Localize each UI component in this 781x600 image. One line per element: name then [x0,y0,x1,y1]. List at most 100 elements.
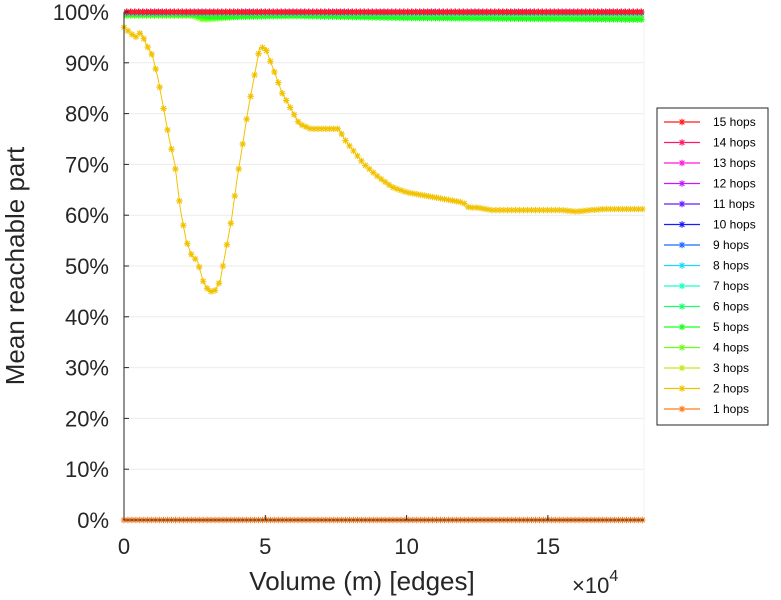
series-marker [202,8,210,16]
series-marker [151,8,158,16]
series-marker [586,16,593,23]
series-marker [606,8,613,16]
series-marker [511,8,518,16]
series-marker [218,8,225,16]
series-marker [552,206,559,214]
series-marker [384,14,392,21]
y-tick-label: 100% [53,0,109,25]
series-marker [610,8,617,16]
series-marker [330,125,337,133]
legend-label: 11 hops [713,197,755,211]
series-marker [528,206,535,214]
series-marker [546,8,554,16]
series-marker [127,8,134,16]
series-marker [499,8,506,16]
y-tick-label: 30% [65,356,109,381]
legend-label: 1 hops [713,402,749,416]
series-marker [678,385,686,392]
series-marker [368,14,376,21]
series-marker [570,15,578,23]
series-marker [488,206,496,214]
series-marker [186,8,194,16]
series-marker [393,185,401,193]
series-marker [195,263,203,271]
series-marker [401,188,409,195]
series-marker [562,8,570,16]
legend-item: 6 hops [664,300,749,314]
series-marker [603,205,610,213]
series-marker [263,47,270,54]
series-marker [361,8,368,16]
series-marker [437,195,444,202]
series-marker [155,8,162,16]
y-tick-label: 80% [65,102,109,127]
series-marker [503,15,510,22]
series-marker [678,344,686,351]
legend-item: 1 hops [664,402,749,416]
series-marker [425,193,432,200]
series-marker [254,8,261,16]
series-marker [634,8,641,16]
series-marker [238,8,245,16]
y-tick-label: 10% [65,457,109,482]
legend-item: 11 hops [664,197,755,211]
series-marker [143,8,150,16]
series-marker [235,165,242,173]
series-marker [388,14,396,22]
series-marker [428,15,435,22]
series-marker [136,30,144,37]
series-marker [182,8,190,16]
series-marker [436,8,443,16]
series-marker [448,8,455,16]
series-marker [570,8,578,16]
series-marker [275,79,282,86]
series-marker [599,206,606,213]
series-marker [472,204,480,211]
series-marker [441,195,448,203]
legend-label: 8 hops [713,259,749,273]
series-marker [602,8,609,16]
series-marker [222,8,229,16]
series-marker [635,205,642,213]
series-marker [267,58,274,65]
series-marker [171,8,178,16]
series-marker [374,172,381,180]
series-marker [496,206,504,214]
series-marker [286,104,294,111]
series-marker [539,8,546,16]
series-marker [566,8,574,16]
series-marker [273,8,281,16]
series-marker [206,13,214,21]
series-marker [238,13,245,20]
series-marker [341,13,348,21]
y-tick-label: 90% [65,51,109,76]
series-marker [167,8,174,16]
series-marker [487,15,495,22]
legend-label: 7 hops [713,279,749,293]
series-marker [440,8,447,16]
series-marker [544,206,551,214]
series-marker [416,14,423,22]
y-tick-group: 0% 10% 20% 30% 40% 50% 60% 70% 80% 90% 100% [53,0,129,533]
series-marker [448,15,455,22]
series-marker [540,206,547,214]
series-marker [408,14,415,22]
series-marker [184,240,191,247]
y-axis-title: Mean reachable part [0,146,30,385]
legend-label: 6 hops [713,300,749,314]
series-marker [610,16,617,23]
series-marker [590,8,597,16]
x-tick-label: 10 [394,534,418,559]
series-marker [578,16,586,23]
series-marker [479,15,487,22]
series-marker [199,278,207,285]
series-marker [198,8,206,16]
series-marker [519,8,526,16]
legend-item: 14 hops [664,136,756,150]
series-marker [124,27,132,34]
series-marker [309,8,316,16]
series-marker [440,15,447,22]
series-marker [507,8,514,16]
series-marker [452,15,459,22]
